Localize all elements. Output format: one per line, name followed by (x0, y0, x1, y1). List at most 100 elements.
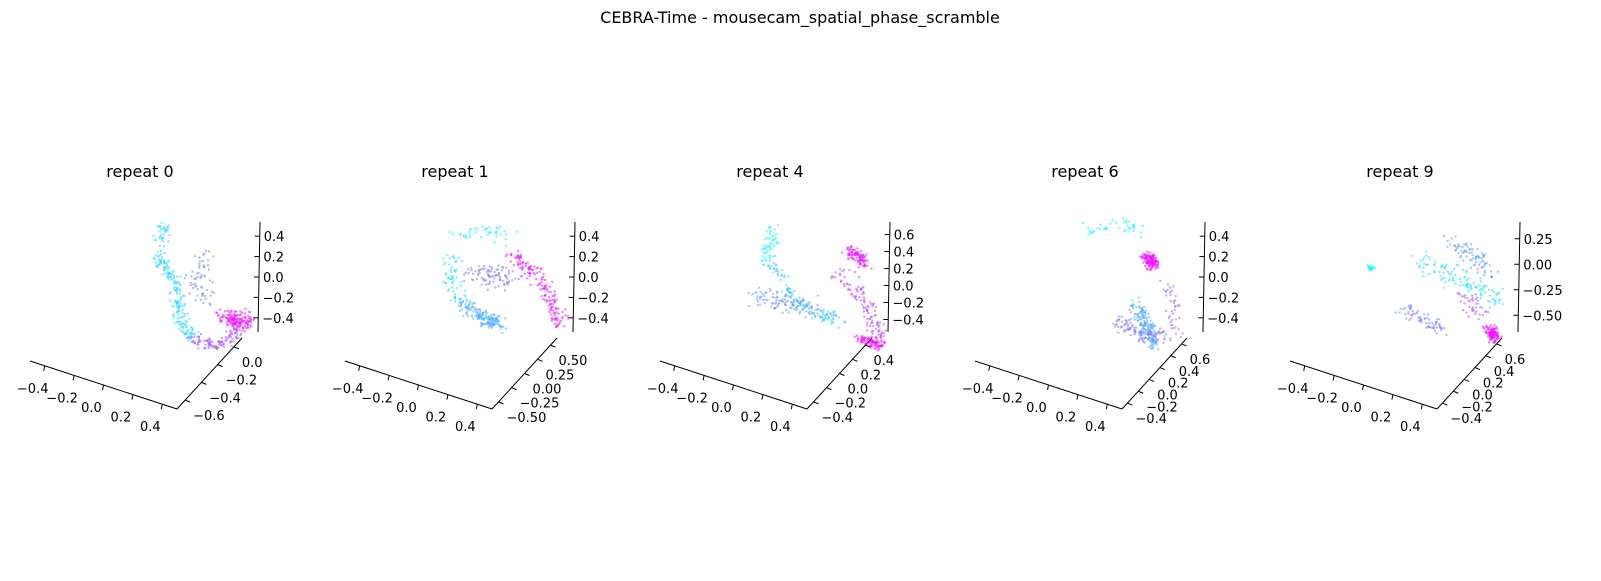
data-point (191, 286, 195, 290)
data-point (1164, 309, 1168, 313)
data-point (863, 315, 866, 318)
data-point (880, 344, 884, 347)
data-point (232, 318, 236, 322)
data-point (1138, 315, 1141, 318)
data-point (178, 316, 181, 319)
data-point (159, 233, 163, 236)
data-point (852, 248, 855, 251)
data-point (516, 249, 520, 253)
data-point (449, 278, 452, 281)
data-point (761, 292, 764, 296)
data-point (495, 321, 498, 325)
data-point (524, 262, 527, 265)
data-point (1117, 315, 1121, 318)
data-point (1464, 275, 1467, 279)
data-point (199, 333, 203, 336)
data-point (162, 245, 166, 248)
data-point (1489, 335, 1492, 338)
data-point (1133, 318, 1137, 321)
data-point (164, 272, 167, 275)
data-point (1145, 258, 1149, 262)
data-point (1133, 315, 1136, 318)
data-point (221, 344, 224, 347)
z-tick-label: 0.4 (264, 230, 285, 245)
data-point (1157, 329, 1160, 333)
data-point (1099, 223, 1102, 226)
data-point (854, 270, 857, 274)
data-point (764, 252, 767, 255)
subplot-1: repeat 1−0.4−0.20.00.20.4−0.50−0.250.000… (332, 162, 609, 435)
data-point (246, 324, 250, 327)
data-point (1423, 262, 1426, 266)
data-point (821, 313, 825, 316)
data-point (166, 271, 169, 274)
data-point (769, 229, 772, 233)
data-point (187, 339, 190, 342)
data-point (1123, 229, 1126, 233)
data-point (460, 259, 464, 263)
data-point (1428, 322, 1431, 325)
x-tick-mark (1105, 404, 1108, 410)
data-point (768, 232, 771, 236)
data-point (1115, 323, 1118, 326)
data-point (216, 340, 220, 343)
data-point (224, 335, 227, 339)
data-point (1467, 315, 1470, 318)
data-point (1474, 257, 1477, 261)
data-point (1454, 249, 1458, 252)
data-point (1441, 277, 1444, 280)
data-point (1130, 325, 1134, 328)
data-point (243, 324, 247, 328)
data-point (781, 268, 784, 272)
data-point (806, 302, 809, 305)
data-point (867, 305, 870, 309)
data-point (768, 287, 771, 291)
data-point (1465, 251, 1468, 254)
x-tick-label: −0.4 (647, 382, 679, 397)
data-point (230, 344, 233, 348)
data-point (207, 250, 211, 253)
data-point (491, 322, 494, 325)
data-point (1126, 224, 1129, 227)
data-point (1172, 327, 1175, 330)
data-point (247, 320, 251, 323)
data-point (1459, 280, 1463, 284)
data-point (231, 322, 234, 325)
data-point (1125, 319, 1129, 322)
data-point (850, 245, 853, 249)
data-point (847, 257, 850, 260)
data-point (1127, 328, 1131, 332)
data-point (1474, 255, 1478, 258)
data-point (474, 270, 477, 273)
data-point (470, 266, 473, 270)
y-tick-mark (865, 344, 871, 348)
data-point (1091, 230, 1094, 234)
data-point (549, 290, 553, 294)
data-point (239, 313, 242, 316)
data-point (780, 290, 784, 294)
data-point (1129, 304, 1133, 307)
data-point (170, 304, 174, 308)
data-point (1149, 339, 1152, 342)
data-point (1460, 295, 1463, 298)
data-point (859, 254, 863, 257)
data-point (1499, 337, 1502, 340)
data-point (758, 286, 761, 289)
data-point (1445, 333, 1448, 336)
data-point (1478, 289, 1481, 292)
z-tick-label: 0.0 (263, 271, 284, 286)
data-point (166, 260, 169, 263)
data-point (1128, 226, 1132, 229)
data-point (501, 331, 504, 335)
data-point (180, 295, 183, 299)
data-point (1476, 296, 1479, 299)
data-point (454, 297, 457, 301)
data-point (1420, 320, 1423, 324)
data-point (766, 298, 769, 302)
data-point (497, 323, 500, 326)
data-point (554, 325, 558, 329)
data-point (219, 320, 222, 324)
subplot-2: repeat 4−0.4−0.20.00.20.4−0.4−0.20.00.20… (647, 162, 924, 435)
data-point (850, 248, 853, 251)
data-point (159, 258, 163, 261)
